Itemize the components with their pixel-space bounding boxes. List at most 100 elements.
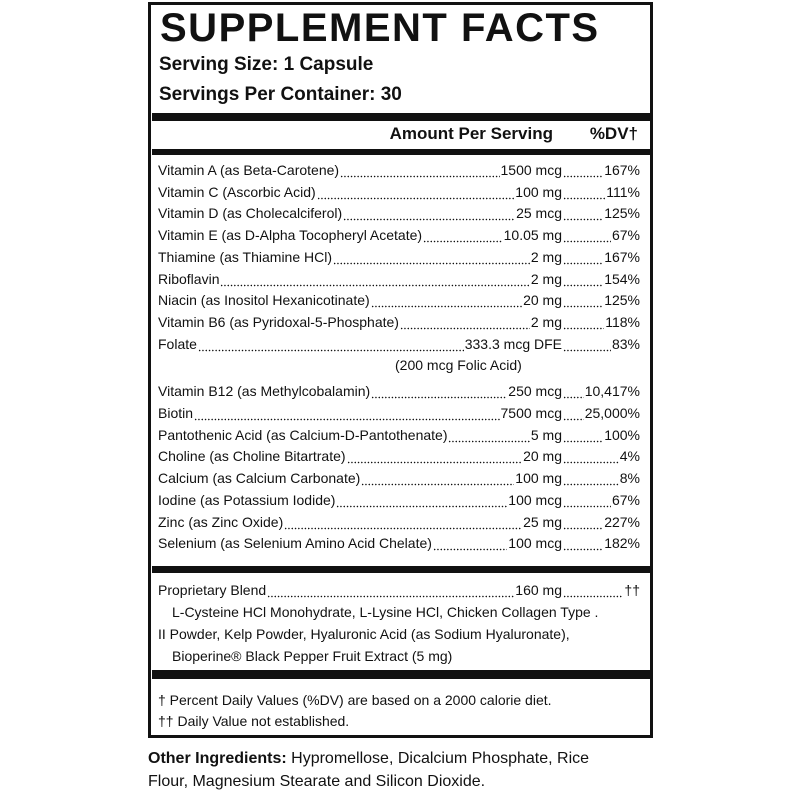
- daily-value: 67%: [611, 491, 640, 508]
- leader-dots: [194, 404, 500, 422]
- dv-cell: 167%: [562, 247, 640, 266]
- dv-cell: 67%: [562, 226, 640, 245]
- divider: [152, 113, 650, 121]
- leader-dots: [423, 226, 503, 245]
- nutrient-row: Vitamin A (as Beta-Carotene) 1500 mcg 167%: [158, 161, 640, 179]
- leader-dots: [563, 425, 604, 444]
- nutrient-name: Iodine (as Potassium Iodide): [158, 491, 336, 508]
- nutrient-row: Thiamine (as Thiamine HCl) 2 mg 167%: [158, 247, 640, 266]
- daily-value: 154%: [604, 270, 640, 287]
- nutrient-row: Iodine (as Potassium Iodide) 100 mcg 67%: [158, 490, 640, 509]
- daily-value: 125%: [604, 205, 640, 222]
- leader-dots: [563, 581, 624, 599]
- nutrient-row: Vitamin B6 (as Pyridoxal-5-Phosphate) 2 m…: [158, 312, 640, 331]
- servings-per-container: Servings Per Container: 30: [159, 84, 402, 105]
- nutrient-row: Proprietary Blend 160 mg ††: [158, 581, 640, 599]
- serving-size: Serving Size: 1 Capsule: [159, 54, 374, 75]
- leader-dots: [563, 334, 611, 353]
- blend-description: II Powder, Kelp Powder, Hyaluronic Acid …: [158, 626, 570, 642]
- amount: 1500 mcg: [500, 162, 562, 178]
- daily-value: 25,000%: [584, 405, 640, 421]
- blend-description: L-Cysteine HCl Monohydrate, L-Lysine HCl…: [172, 604, 599, 620]
- daily-value: 8%: [619, 470, 640, 487]
- leader-dots: [563, 447, 619, 466]
- dv-cell: 67%: [562, 490, 640, 509]
- daily-value: 100%: [604, 426, 640, 443]
- leader-dots: [316, 182, 515, 201]
- daily-value: 4%: [619, 448, 640, 465]
- amount: 20 mg: [523, 448, 562, 465]
- nutrient-name: Vitamin E (as D-Alpha Tocopheryl Acetate…: [158, 227, 423, 244]
- leader-dots: [361, 469, 515, 488]
- label-box: [148, 2, 653, 738]
- amount: 25 mcg: [516, 205, 562, 222]
- nutrient-note: (200 mcg Folic Acid): [395, 357, 522, 374]
- footnote: †† Daily Value not established.: [158, 713, 350, 729]
- title: SUPPLEMENT FACTS: [160, 6, 600, 50]
- daily-value: 167%: [604, 162, 640, 178]
- leader-dots: [563, 161, 604, 179]
- nutrient-row: Vitamin B12 (as Methylcobalamin) 250 mcg 1…: [158, 382, 640, 401]
- nutrient-name: Pantothenic Acid (as Calcium-D-Pantothen…: [158, 426, 448, 443]
- dv-cell: 125%: [562, 291, 640, 310]
- leader-dots: [370, 291, 523, 310]
- dv-cell: 125%: [562, 204, 640, 223]
- footnote: † Percent Daily Values (%DV) are based o…: [158, 692, 552, 708]
- column-header: Amount Per Serving: [389, 124, 553, 143]
- other-ingredients-text: Hypromellose, Dicalcium Phosphate, Rice: [291, 750, 590, 767]
- column-header: %DV†: [589, 124, 638, 143]
- amount: 100 mcg: [508, 491, 562, 508]
- daily-value: 125%: [604, 292, 640, 309]
- amount: 5 mg: [530, 426, 562, 443]
- nutrient-row: Vitamin C (Ascorbic Acid) 100 mg 111%: [158, 182, 640, 201]
- blend-description: Bioperine® Black Pepper Fruit Extract (5…: [172, 648, 453, 664]
- nutrient-row: Vitamin E (as D-Alpha Tocopheryl Acetate…: [158, 226, 640, 245]
- leader-dots: [563, 226, 611, 245]
- amount: 2 mg: [530, 313, 562, 330]
- dv-cell: 100%: [562, 425, 640, 444]
- daily-value: ††: [624, 582, 640, 598]
- leader-dots: [448, 425, 530, 444]
- amount: 100 mg: [515, 470, 562, 487]
- nutrient-name: Biotin: [158, 405, 194, 421]
- nutrient-row: Zinc (as Zinc Oxide) 25 mg 227%: [158, 512, 640, 531]
- nutrient-name: Niacin (as Inositol Hexanicotinate): [158, 292, 370, 309]
- other-ingredients-text: Flour, Magnesium Stearate and Silicon Di…: [148, 773, 486, 790]
- leader-dots: [563, 291, 604, 310]
- dv-cell: ††: [562, 581, 640, 599]
- amount: 250 mcg: [508, 383, 562, 400]
- leader-dots: [432, 534, 508, 553]
- leader-dots: [267, 581, 515, 599]
- leader-dots: [343, 204, 516, 223]
- amount: 2 mg: [530, 270, 562, 287]
- amount: 333.3 mcg DFE: [464, 335, 562, 352]
- nutrient-row: Niacin (as Inositol Hexanicotinate) 20 mg…: [158, 291, 640, 310]
- leader-dots: [563, 312, 605, 331]
- leader-dots: [563, 512, 604, 531]
- leader-dots: [563, 247, 604, 266]
- nutrient-name: Thiamine (as Thiamine HCl): [158, 248, 333, 265]
- dv-cell: 154%: [562, 269, 640, 288]
- nutrient-name: Selenium (as Selenium Amino Acid Chelate…: [158, 535, 432, 552]
- amount: 7500 mcg: [500, 405, 562, 421]
- leader-dots: [563, 382, 584, 401]
- leader-dots: [399, 312, 530, 331]
- daily-value: 227%: [604, 513, 640, 530]
- nutrient-row: Calcium (as Calcium Carbonate) 100 mg 8%: [158, 469, 640, 488]
- nutrient-name: Vitamin C (Ascorbic Acid): [158, 183, 316, 200]
- leader-dots: [333, 247, 530, 266]
- amount: 100 mg: [515, 183, 562, 200]
- amount: 160 mg: [515, 582, 562, 598]
- nutrient-name: Calcium (as Calcium Carbonate): [158, 470, 361, 487]
- amount: 20 mg: [523, 292, 562, 309]
- dv-cell: 10,417%: [562, 382, 640, 401]
- nutrient-row: Riboflavin 2 mg 154%: [158, 269, 640, 288]
- divider: [152, 566, 650, 573]
- dv-cell: 227%: [562, 512, 640, 531]
- nutrient-row: Folate 333.3 mcg DFE 83%: [158, 334, 640, 353]
- leader-dots: [336, 490, 508, 509]
- dv-cell: 111%: [562, 182, 640, 201]
- leader-dots: [563, 404, 584, 422]
- nutrient-name: Riboflavin: [158, 270, 220, 287]
- leader-dots: [371, 382, 508, 401]
